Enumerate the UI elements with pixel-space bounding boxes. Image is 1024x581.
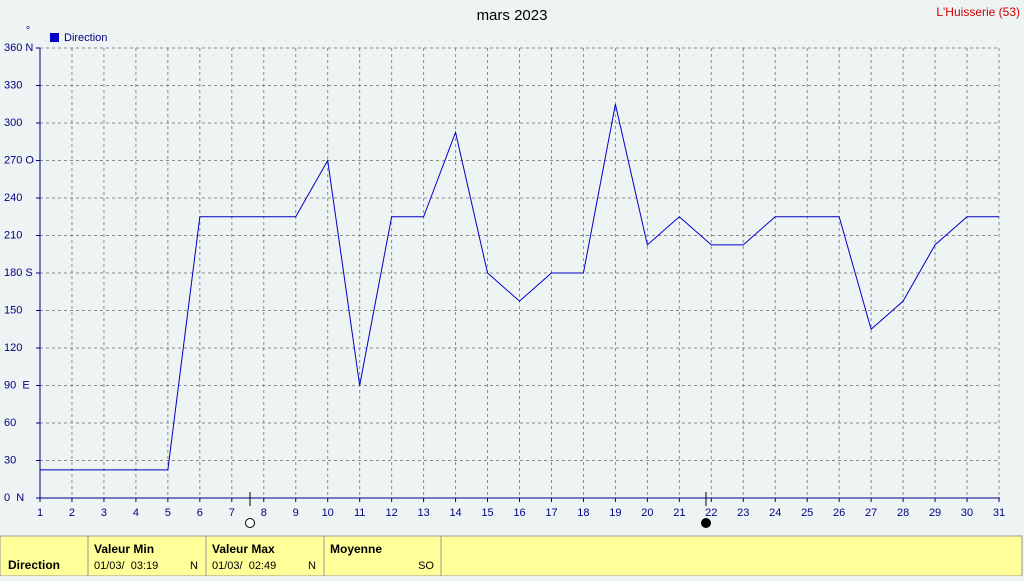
cell-value: N [308,560,316,572]
x-tick-label: 8 [261,507,267,519]
y-tick-label: 330 [4,79,22,91]
y-tick-label: 120 [4,342,22,354]
legend-label: Direction [64,32,107,44]
y-tick-label: 60 [4,417,16,429]
x-tick-label: 2 [69,507,75,519]
x-tick-label: 5 [165,507,171,519]
x-tick-label: 12 [386,507,398,519]
x-tick-label: 14 [449,507,461,519]
x-tick-label: 17 [545,507,557,519]
y-tick-label: 180 S [4,267,33,279]
x-tick-label: 15 [481,507,493,519]
x-tick-label: 28 [897,507,909,519]
x-tick-label: 16 [513,507,525,519]
y-tick-label: 0 N [4,492,24,504]
y-tick-label: 90 E [4,379,30,391]
x-tick-label: 18 [577,507,589,519]
x-tick-label: 21 [673,507,685,519]
x-tick-label: 23 [737,507,749,519]
y-tick-label: 210 [4,229,22,241]
x-tick-label: 24 [769,507,781,519]
x-tick-label: 3 [101,507,107,519]
y-tick-label: 30 [4,454,16,466]
x-tick-label: 25 [801,507,813,519]
x-tick-label: 10 [322,507,334,519]
y-tick-label: 240 [4,192,22,204]
y-tick-label: 270 O [4,154,34,166]
cell-value: SO [418,560,434,572]
column-title: Valeur Max [212,542,275,556]
chart-title: mars 2023 [477,7,548,24]
x-tick-label: 20 [641,507,653,519]
data-line [40,104,999,471]
x-tick-label: 9 [293,507,299,519]
cell-value: N [190,560,198,572]
x-tick-label: 13 [417,507,429,519]
cell-date: 01/03/ 03:19 [94,560,158,572]
x-tick-label: 26 [833,507,845,519]
y-tick-label: 300 [4,117,22,129]
x-tick-label: 19 [609,507,621,519]
x-tick-label: 7 [229,507,235,519]
x-tick-label: 4 [133,507,139,519]
x-tick-label: 11 [354,507,365,519]
column-title: Moyenne [330,542,382,556]
cell-date: 01/03/ 02:49 [212,560,276,572]
x-tick-label: 22 [705,507,717,519]
y-tick-label: 360 N [4,42,33,54]
x-tick-label: 1 [37,507,43,519]
table-background [0,535,1023,577]
row-label: Direction [8,558,60,572]
moon-icon [245,518,255,528]
x-tick-label: 29 [929,507,941,519]
column-title: Valeur Min [94,542,154,556]
x-tick-label: 30 [961,507,973,519]
legend-swatch [50,33,59,42]
x-tick-label: 31 [993,507,1005,519]
chart-subtitle: L'Huisserie (53) [936,5,1020,19]
summary-table: Direction Valeur Min 01/03/ 03:19 N Vale… [0,535,1023,577]
x-tick-label: 6 [197,507,203,519]
moon-icon [701,518,711,528]
y-unit: ° [26,25,30,37]
x-tick-label: 27 [865,507,877,519]
y-tick-label: 150 [4,304,22,316]
